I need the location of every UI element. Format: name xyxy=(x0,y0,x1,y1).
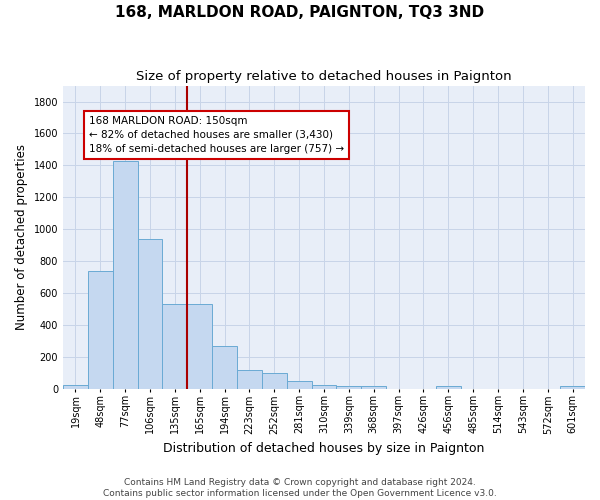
Bar xyxy=(113,160,137,388)
Bar xyxy=(63,384,88,388)
Title: Size of property relative to detached houses in Paignton: Size of property relative to detached ho… xyxy=(136,70,512,83)
X-axis label: Distribution of detached houses by size in Paignton: Distribution of detached houses by size … xyxy=(163,442,485,455)
Bar xyxy=(137,238,163,388)
Bar xyxy=(237,370,262,388)
Bar xyxy=(163,304,187,388)
Bar xyxy=(337,386,361,388)
Bar xyxy=(88,270,113,388)
Y-axis label: Number of detached properties: Number of detached properties xyxy=(15,144,28,330)
Bar xyxy=(436,386,461,388)
Bar xyxy=(361,386,386,388)
Bar xyxy=(262,372,287,388)
Bar xyxy=(311,384,337,388)
Bar xyxy=(560,386,585,388)
Bar xyxy=(187,304,212,388)
Bar xyxy=(287,382,311,388)
Text: 168 MARLDON ROAD: 150sqm
← 82% of detached houses are smaller (3,430)
18% of sem: 168 MARLDON ROAD: 150sqm ← 82% of detach… xyxy=(89,116,344,154)
Text: Contains HM Land Registry data © Crown copyright and database right 2024.
Contai: Contains HM Land Registry data © Crown c… xyxy=(103,478,497,498)
Text: 168, MARLDON ROAD, PAIGNTON, TQ3 3ND: 168, MARLDON ROAD, PAIGNTON, TQ3 3ND xyxy=(115,5,485,20)
Bar xyxy=(212,346,237,389)
